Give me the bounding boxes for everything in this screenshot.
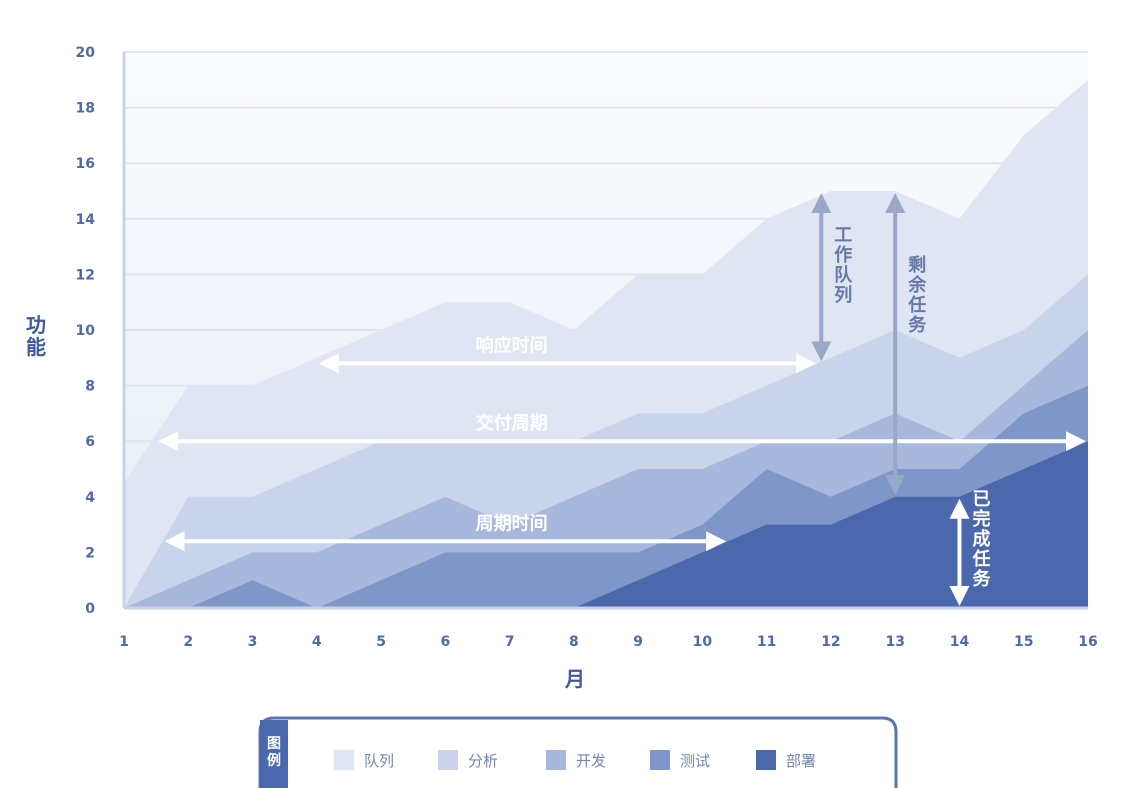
y-tick-label: 14 [76, 212, 96, 228]
x-tick-label: 2 [183, 634, 193, 650]
legend-swatch [546, 750, 566, 770]
legend-label: 部署 [786, 752, 816, 770]
y-tick-label: 16 [76, 156, 95, 172]
legend-swatch [756, 750, 776, 770]
x-tick-label: 4 [312, 634, 322, 650]
annotation-label: 已完成任务 [971, 489, 991, 590]
y-tick-label: 10 [76, 323, 96, 339]
annotation-label: 剩余任务 [907, 255, 927, 336]
x-tick-label: 14 [950, 634, 970, 650]
annotation-label: 周期时间 [476, 513, 548, 534]
area-部署 [124, 441, 1088, 608]
y-tick-label: 12 [76, 267, 95, 283]
x-tick-label: 12 [821, 634, 840, 650]
legend-label: 队列 [364, 752, 394, 770]
legend-title: 图例 [267, 736, 281, 769]
y-tick-label: 20 [76, 45, 96, 61]
x-tick-label: 5 [376, 634, 386, 650]
annotation-label: 交付周期 [476, 412, 548, 434]
legend-swatch [650, 750, 670, 770]
legend-swatch [334, 750, 354, 770]
y-tick-label: 6 [85, 434, 95, 450]
x-tick-labels: 1 2 3 4 5 6 7 8 9 10 11 12 13 14 15 16 [119, 634, 1098, 650]
annotation-label: 工作队列 [834, 225, 853, 306]
y-tick-label: 8 [85, 379, 95, 395]
legend-label: 测试 [680, 752, 710, 770]
x-tick-label: 13 [885, 634, 904, 650]
annotation-label: 响应时间 [476, 334, 548, 356]
x-tick-label: 1 [119, 634, 129, 650]
x-axis-title: 月 [564, 667, 585, 691]
legend-swatch [438, 750, 458, 770]
x-tick-label: 8 [569, 634, 579, 650]
legend: 图例 队列 分析 开发 测试 部署 [258, 716, 898, 788]
x-tick-label: 10 [693, 634, 713, 650]
axes [122, 52, 1088, 610]
x-tick-label: 11 [757, 634, 776, 650]
x-tick-label: 9 [633, 634, 643, 650]
x-tick-label: 16 [1078, 634, 1097, 650]
x-tick-label: 3 [248, 634, 258, 650]
y-axis-title: 功能 [26, 313, 46, 359]
legend-title-bar [260, 720, 288, 788]
y-tick-label: 18 [76, 101, 95, 117]
legend-label: 分析 [468, 752, 498, 770]
y-tick-label: 2 [85, 545, 95, 561]
legend-label: 开发 [576, 752, 606, 770]
x-tick-label: 7 [505, 634, 515, 650]
x-tick-label: 15 [1014, 634, 1033, 650]
y-tick-label: 0 [85, 601, 95, 617]
y-tick-labels: 0 2 4 6 8 10 12 14 16 18 20 [76, 45, 96, 617]
y-tick-label: 4 [85, 490, 95, 506]
x-tick-label: 6 [440, 634, 450, 650]
